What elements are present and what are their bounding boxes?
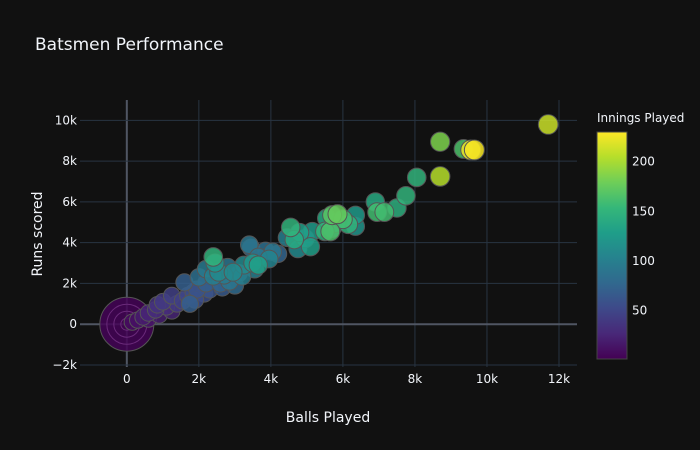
y-tick-label: 4k — [62, 236, 77, 250]
colorbar-tick-label: 50 — [632, 303, 647, 317]
y-tick-label: 0 — [69, 317, 77, 331]
data-point — [327, 204, 348, 225]
data-point — [406, 167, 427, 188]
x-tick-label: 12k — [548, 372, 570, 386]
data-point — [180, 294, 199, 313]
x-tick-label: 8k — [408, 372, 423, 386]
x-tick-label: 4k — [264, 372, 279, 386]
y-tick-label: −2k — [52, 358, 77, 372]
data-point — [537, 114, 559, 135]
scatter-points — [99, 114, 559, 352]
data-point — [248, 255, 268, 275]
colorbar-tick-label: 200 — [632, 155, 655, 169]
data-point — [396, 185, 416, 206]
chart-title: Batsmen Performance — [35, 35, 224, 55]
y-tick-label: 10k — [55, 113, 77, 127]
colorbar-title: Innings Played — [597, 111, 684, 125]
colorbar-tick-label: 150 — [632, 204, 655, 218]
x-tick-label: 6k — [336, 372, 351, 386]
data-point — [429, 166, 451, 187]
x-tick-label: 2k — [192, 372, 207, 386]
y-tick-label: 8k — [62, 154, 77, 168]
y-axis-ticks: −2k 0 2k 4k 6k 8k 10k — [52, 113, 77, 372]
data-point — [463, 139, 485, 161]
colorbar — [596, 131, 628, 360]
data-point — [203, 247, 224, 267]
data-point — [374, 202, 395, 222]
x-axis-label: Balls Played — [286, 410, 370, 426]
data-point — [223, 262, 243, 282]
colorbar-tick-label: 100 — [632, 254, 655, 268]
y-axis-label: Runs scored — [30, 191, 46, 276]
colorbar-ticks: 50 100 150 200 — [632, 155, 655, 318]
x-tick-label: 0 — [123, 372, 131, 386]
x-axis-ticks: 0 2k 4k 6k 8k 10k 12k — [123, 372, 570, 386]
data-point — [280, 217, 301, 238]
x-tick-label: 10k — [476, 372, 498, 386]
grid-lines — [80, 100, 577, 367]
data-point — [300, 237, 321, 257]
data-point — [430, 131, 451, 152]
y-tick-label: 6k — [62, 195, 77, 209]
y-tick-label: 2k — [62, 276, 77, 290]
